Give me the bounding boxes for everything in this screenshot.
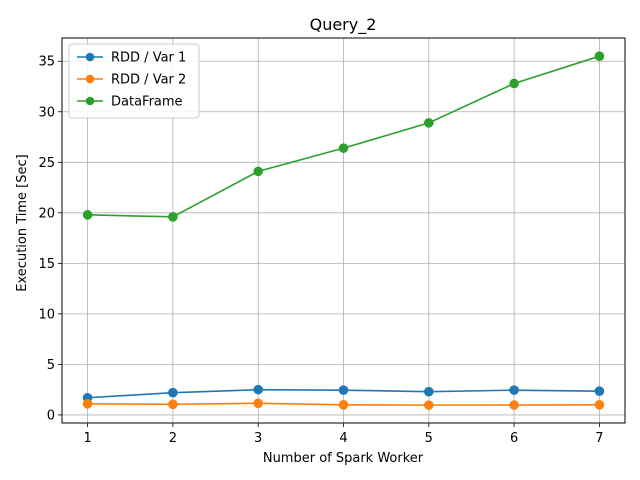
- data-point: [338, 143, 349, 153]
- y-tick-label: 35: [38, 55, 55, 70]
- y-tick-label: 5: [47, 358, 55, 373]
- x-tick-label: 6: [510, 431, 518, 446]
- y-tick-label: 20: [38, 206, 55, 221]
- x-tick-label: 2: [169, 431, 177, 446]
- legend: RDD / Var 1 RDD / Var 2 DataFrame: [68, 43, 200, 119]
- data-point: [168, 387, 178, 398]
- data-point: [509, 78, 519, 89]
- x-tick-label: 3: [254, 431, 262, 446]
- y-tick-label: 25: [38, 156, 55, 171]
- data-point: [168, 212, 178, 222]
- data-point: [424, 118, 434, 128]
- series-dataframe: [82, 51, 605, 222]
- data-point: [594, 51, 605, 61]
- legend-entry: RDD / Var 2: [77, 73, 186, 88]
- data-point: [509, 385, 519, 395]
- series-layer: [82, 51, 605, 410]
- data-point: [424, 400, 434, 410]
- data-point: [82, 399, 93, 409]
- y-axis-label: Execution Time [Sec]: [15, 154, 30, 291]
- legend-marker: [85, 52, 95, 62]
- legend-marker: [85, 74, 95, 84]
- data-point: [338, 400, 349, 410]
- y-tick-label: 10: [38, 307, 55, 322]
- data-point: [253, 384, 263, 395]
- grid: [62, 38, 625, 423]
- legend-label: RDD / Var 2: [111, 73, 186, 88]
- data-point: [168, 399, 178, 410]
- data-point: [82, 210, 93, 220]
- legend-label: RDD / Var 1: [111, 51, 186, 66]
- data-point: [253, 166, 263, 177]
- data-point: [253, 398, 263, 409]
- data-point: [509, 400, 519, 410]
- data-point: [594, 400, 605, 410]
- x-axis-label: Number of Spark Worker: [263, 451, 424, 466]
- legend-entry: RDD / Var 1: [77, 51, 186, 66]
- chart-title: Query_2: [310, 15, 377, 35]
- data-point: [338, 385, 349, 395]
- y-tick-label: 30: [38, 105, 55, 120]
- y-tick-label: 15: [38, 257, 55, 272]
- legend-box: [68, 43, 200, 119]
- x-tick-label: 5: [425, 431, 433, 446]
- x-tick-label: 1: [83, 431, 91, 446]
- x-tick-label: 4: [339, 431, 347, 446]
- legend-label: DataFrame: [111, 95, 183, 110]
- x-tick-label: 7: [595, 431, 603, 446]
- data-point: [594, 386, 605, 396]
- series-rdd-var-2: [82, 398, 605, 410]
- axis-ticks: 1 2 3 4 5 6 7 0 5 10 15 20 25 30 35: [38, 55, 603, 446]
- data-point: [424, 386, 434, 397]
- legend-marker: [85, 96, 95, 106]
- y-tick-label: 0: [47, 408, 55, 423]
- legend-entry: DataFrame: [77, 95, 183, 110]
